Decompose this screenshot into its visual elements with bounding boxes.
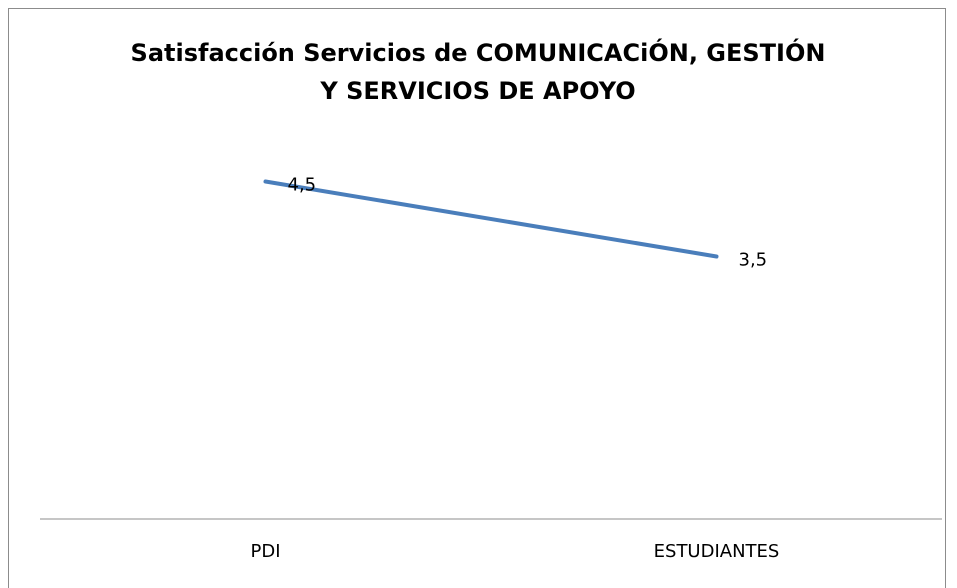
data-label: 4,5 [288, 175, 317, 196]
chart-frame [8, 8, 946, 588]
x-tick-label: PDI [250, 541, 280, 562]
data-label: 3,5 [739, 250, 768, 271]
x-tick-label: ESTUDIANTES [654, 541, 780, 562]
line-series [263, 179, 719, 259]
chart-title: Satisfacción Servicios de COMUNICACiÓN, … [130, 39, 826, 105]
